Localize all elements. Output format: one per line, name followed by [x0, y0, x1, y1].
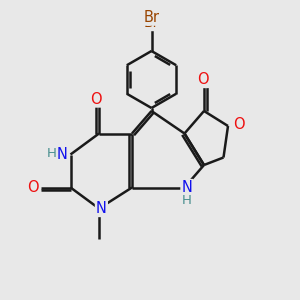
Text: N: N	[57, 147, 68, 162]
Text: O: O	[27, 180, 39, 195]
Text: O: O	[90, 92, 102, 106]
Text: O: O	[233, 117, 244, 132]
Text: N: N	[182, 180, 192, 195]
Text: O: O	[197, 72, 208, 87]
Text: Br: Br	[144, 16, 159, 30]
Text: N: N	[96, 201, 107, 216]
Text: H: H	[182, 194, 192, 207]
Text: Br: Br	[143, 10, 160, 25]
Text: H: H	[47, 146, 57, 160]
